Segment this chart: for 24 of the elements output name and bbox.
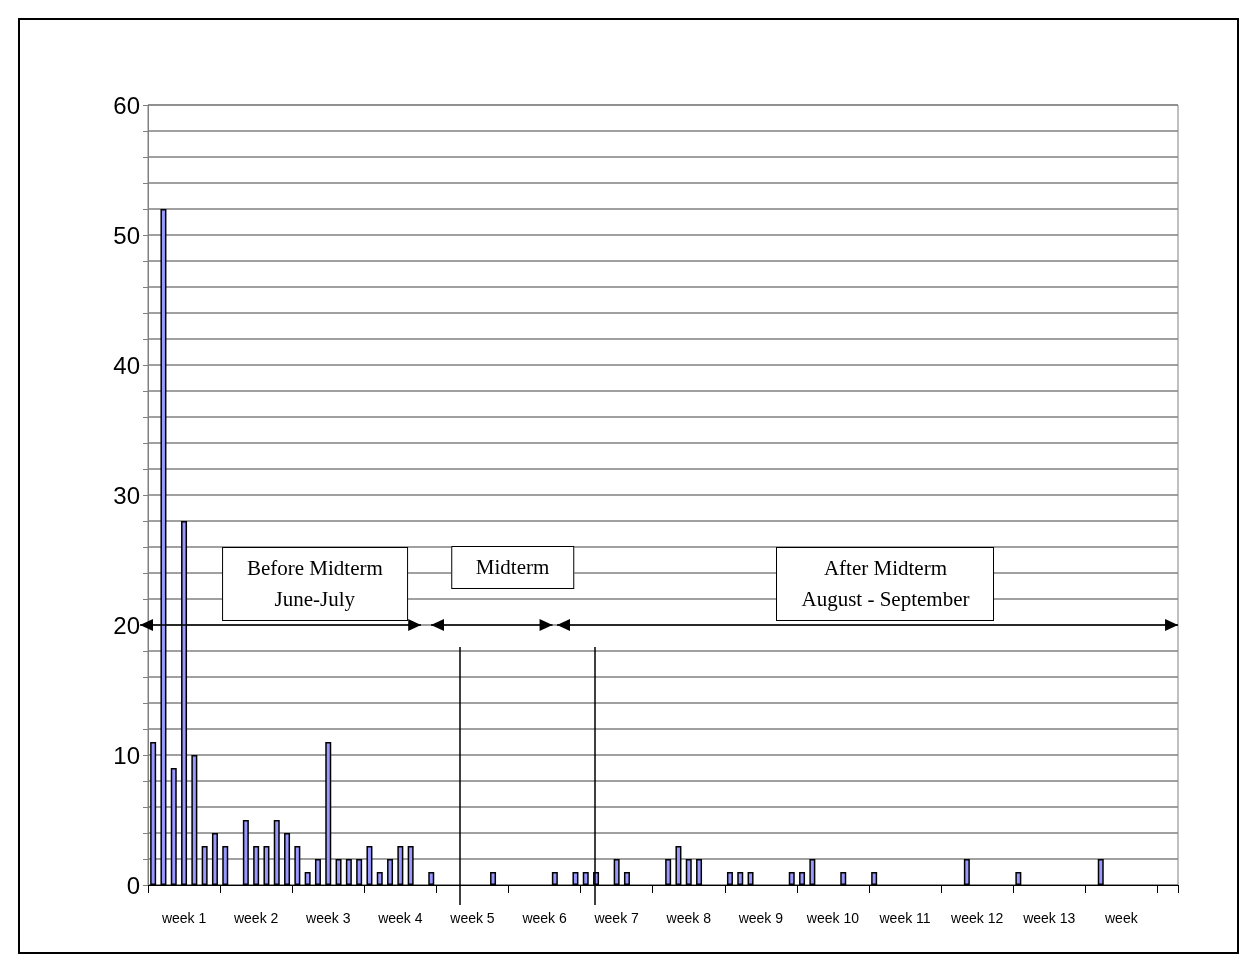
annotation: Before Midterm June-July bbox=[221, 547, 408, 621]
x-tick-label: week 12 bbox=[950, 910, 1004, 926]
x-tick-label: week 5 bbox=[449, 910, 495, 926]
x-tick-label: week 11 bbox=[878, 910, 931, 926]
x-tick-label: week 6 bbox=[521, 910, 567, 926]
x-tick-label: week 8 bbox=[665, 910, 712, 926]
y-tick-label: 30 bbox=[113, 481, 140, 509]
annotation: Midterm bbox=[450, 546, 575, 589]
x-tick-label: week 3 bbox=[305, 910, 351, 926]
y-tick-label: 50 bbox=[113, 221, 140, 249]
x-tick-label: week 7 bbox=[593, 910, 640, 926]
x-tick-label: week 13 bbox=[1022, 910, 1076, 926]
y-tick-label: 40 bbox=[113, 351, 140, 379]
x-tick-label: week 4 bbox=[377, 910, 423, 926]
y-tick-label: 0 bbox=[126, 871, 140, 899]
x-tick-label: week 10 bbox=[805, 910, 860, 926]
y-tick-label: 10 bbox=[113, 741, 140, 769]
x-tick-label: week 2 bbox=[232, 910, 279, 926]
x-tick-label: week 1 bbox=[160, 910, 207, 926]
annotation: After Midterm August - September bbox=[776, 547, 995, 621]
x-tick-label: week 9 bbox=[737, 910, 784, 926]
x-tick-label: week bbox=[1104, 910, 1139, 926]
y-tick-label: 20 bbox=[113, 611, 140, 639]
y-tick-label: 60 bbox=[113, 91, 140, 119]
